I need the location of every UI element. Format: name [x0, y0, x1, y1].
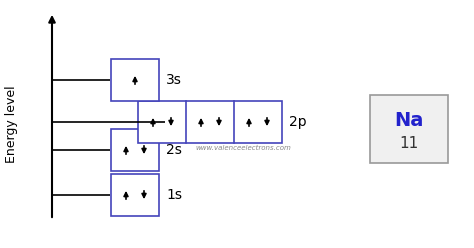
Bar	[138, 101, 282, 143]
Text: 2s: 2s	[166, 143, 182, 157]
Bar	[370, 95, 448, 163]
Bar	[111, 129, 159, 171]
Bar	[111, 59, 159, 101]
Bar	[111, 174, 159, 216]
Text: www.valenceelectrons.com: www.valenceelectrons.com	[195, 145, 291, 151]
Text: 11: 11	[400, 136, 419, 152]
Text: Energy level: Energy level	[6, 85, 18, 163]
Text: 3s: 3s	[166, 73, 182, 87]
Text: Na: Na	[394, 111, 424, 130]
Text: 1s: 1s	[166, 188, 182, 202]
Text: 2p: 2p	[289, 115, 307, 129]
